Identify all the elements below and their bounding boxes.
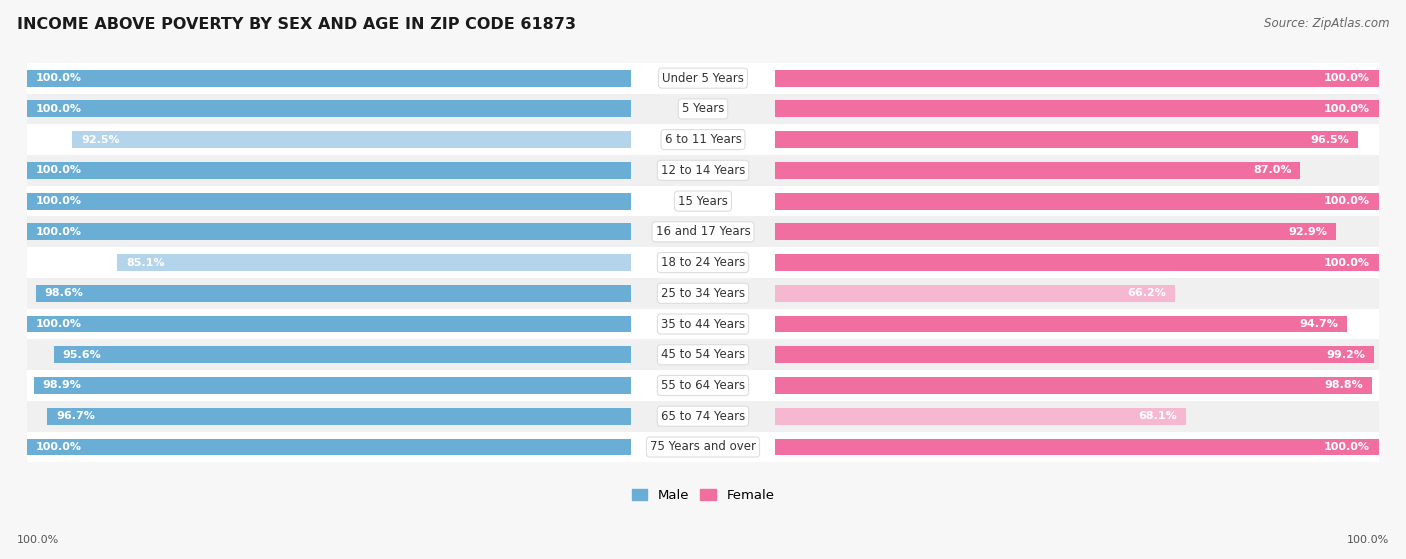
Bar bbox=[27, 63, 1379, 93]
Bar bbox=[27, 247, 1379, 278]
Bar bbox=[27, 432, 1379, 462]
Text: 99.2%: 99.2% bbox=[1326, 350, 1365, 360]
Text: INCOME ABOVE POVERTY BY SEX AND AGE IN ZIP CODE 61873: INCOME ABOVE POVERTY BY SEX AND AGE IN Z… bbox=[17, 17, 576, 32]
Text: 12 to 14 Years: 12 to 14 Years bbox=[661, 164, 745, 177]
Text: 5 Years: 5 Years bbox=[682, 102, 724, 115]
Text: 100.0%: 100.0% bbox=[37, 227, 82, 237]
Text: 25 to 34 Years: 25 to 34 Years bbox=[661, 287, 745, 300]
Text: 100.0%: 100.0% bbox=[37, 319, 82, 329]
Bar bbox=[776, 131, 1358, 148]
Text: 66.2%: 66.2% bbox=[1128, 288, 1166, 299]
Text: 65 to 74 Years: 65 to 74 Years bbox=[661, 410, 745, 423]
Text: 92.9%: 92.9% bbox=[1288, 227, 1327, 237]
Bar bbox=[27, 186, 1379, 216]
Bar bbox=[27, 124, 1379, 155]
Text: 100.0%: 100.0% bbox=[1324, 104, 1369, 114]
Bar bbox=[776, 347, 1374, 363]
Bar bbox=[776, 224, 1336, 240]
Text: 100.0%: 100.0% bbox=[17, 535, 59, 545]
Text: 94.7%: 94.7% bbox=[1299, 319, 1339, 329]
Bar bbox=[776, 377, 1372, 394]
Text: 87.0%: 87.0% bbox=[1253, 165, 1292, 176]
Text: 100.0%: 100.0% bbox=[37, 196, 82, 206]
Text: 45 to 54 Years: 45 to 54 Years bbox=[661, 348, 745, 361]
Text: Source: ZipAtlas.com: Source: ZipAtlas.com bbox=[1264, 17, 1389, 30]
Text: 100.0%: 100.0% bbox=[1324, 73, 1369, 83]
Text: 75 Years and over: 75 Years and over bbox=[650, 440, 756, 453]
Text: 16 and 17 Years: 16 and 17 Years bbox=[655, 225, 751, 238]
Text: 85.1%: 85.1% bbox=[127, 258, 165, 268]
Text: Under 5 Years: Under 5 Years bbox=[662, 72, 744, 84]
Bar bbox=[27, 438, 630, 456]
Bar bbox=[27, 93, 1379, 124]
Bar bbox=[27, 162, 630, 179]
Bar bbox=[776, 101, 1379, 117]
Bar bbox=[72, 131, 630, 148]
Bar bbox=[35, 285, 630, 302]
Text: 100.0%: 100.0% bbox=[1324, 442, 1369, 452]
Bar bbox=[34, 377, 630, 394]
Bar bbox=[46, 408, 630, 425]
Bar bbox=[776, 316, 1347, 333]
Bar bbox=[27, 316, 630, 333]
Text: 98.9%: 98.9% bbox=[42, 381, 82, 391]
Text: 15 Years: 15 Years bbox=[678, 195, 728, 207]
Text: 18 to 24 Years: 18 to 24 Years bbox=[661, 256, 745, 269]
Text: 98.8%: 98.8% bbox=[1324, 381, 1362, 391]
Text: 98.6%: 98.6% bbox=[45, 288, 83, 299]
Bar bbox=[27, 224, 630, 240]
Text: 55 to 64 Years: 55 to 64 Years bbox=[661, 379, 745, 392]
Bar bbox=[27, 155, 1379, 186]
Text: 100.0%: 100.0% bbox=[37, 165, 82, 176]
Text: 100.0%: 100.0% bbox=[1324, 258, 1369, 268]
Bar bbox=[53, 347, 630, 363]
Text: 35 to 44 Years: 35 to 44 Years bbox=[661, 318, 745, 330]
Text: 6 to 11 Years: 6 to 11 Years bbox=[665, 133, 741, 146]
Text: 92.5%: 92.5% bbox=[82, 135, 120, 145]
Bar bbox=[776, 254, 1379, 271]
Bar bbox=[27, 216, 1379, 247]
Text: 68.1%: 68.1% bbox=[1139, 411, 1177, 421]
Text: 100.0%: 100.0% bbox=[37, 442, 82, 452]
Legend: Male, Female: Male, Female bbox=[626, 484, 780, 508]
Bar bbox=[27, 278, 1379, 309]
Text: 100.0%: 100.0% bbox=[37, 73, 82, 83]
Bar bbox=[776, 193, 1379, 210]
Text: 96.5%: 96.5% bbox=[1310, 135, 1348, 145]
Bar bbox=[27, 101, 630, 117]
Bar bbox=[776, 70, 1379, 87]
Bar bbox=[27, 370, 1379, 401]
Text: 100.0%: 100.0% bbox=[37, 104, 82, 114]
Bar bbox=[27, 70, 630, 87]
Bar bbox=[27, 401, 1379, 432]
Text: 100.0%: 100.0% bbox=[1347, 535, 1389, 545]
Text: 100.0%: 100.0% bbox=[1324, 196, 1369, 206]
Text: 96.7%: 96.7% bbox=[56, 411, 96, 421]
Bar bbox=[776, 285, 1175, 302]
Bar bbox=[27, 309, 1379, 339]
Bar bbox=[27, 193, 630, 210]
Bar bbox=[27, 339, 1379, 370]
Text: 95.6%: 95.6% bbox=[63, 350, 101, 360]
Bar bbox=[117, 254, 630, 271]
Bar bbox=[776, 408, 1187, 425]
Bar bbox=[776, 438, 1379, 456]
Bar bbox=[776, 162, 1301, 179]
